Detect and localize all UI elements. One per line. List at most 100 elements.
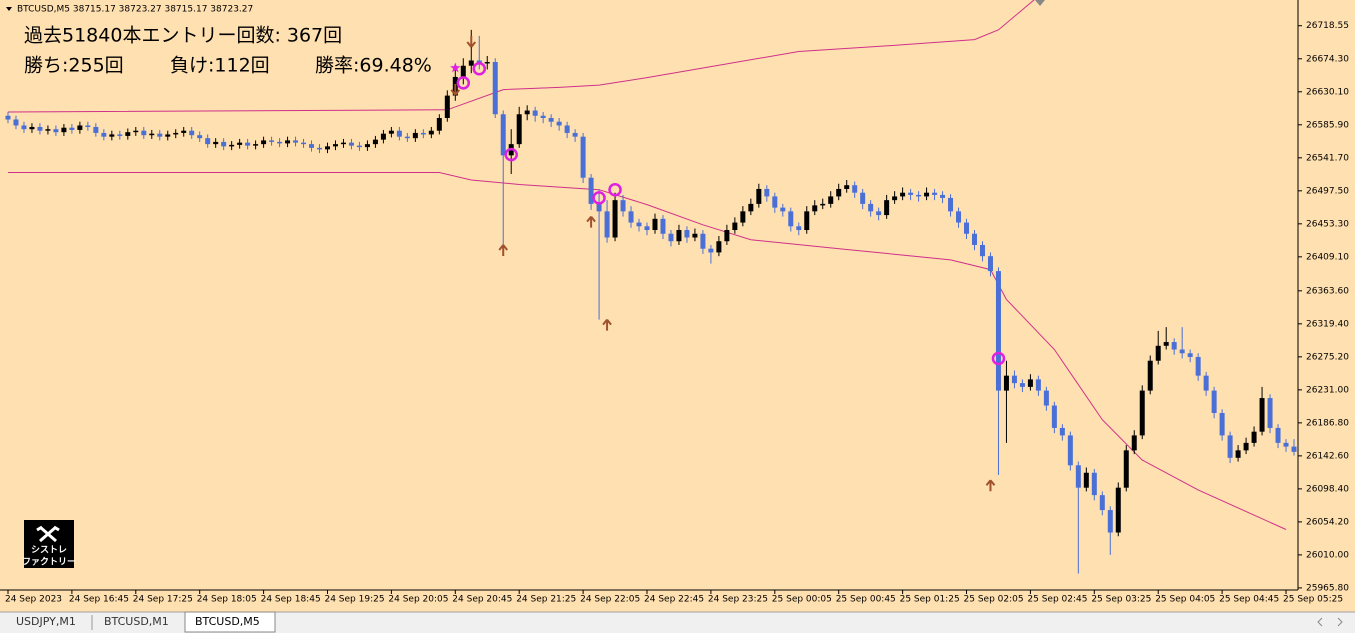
candle-body <box>277 141 283 144</box>
candle-body <box>1067 435 1073 466</box>
candle-body <box>1235 450 1241 458</box>
candle-body <box>1083 472 1089 488</box>
x-tick-label: 24 Sep 21:25 <box>516 595 576 605</box>
candle-body <box>676 230 682 242</box>
y-tick-label: 26186.80 <box>1306 418 1349 428</box>
candle-body <box>364 144 370 148</box>
candle-body <box>1091 472 1097 496</box>
x-tick-label: 25 Sep 02:05 <box>964 595 1024 605</box>
candle-body <box>612 200 618 238</box>
logo-icon <box>36 525 60 543</box>
candle-body <box>500 114 506 156</box>
y-tick-label: 26718.55 <box>1306 21 1349 31</box>
x-tick-label: 24 Sep 20:45 <box>452 595 512 605</box>
candle-body <box>1003 375 1009 391</box>
candle-body <box>756 188 762 204</box>
candle-body <box>261 140 267 145</box>
candle-body <box>628 211 634 223</box>
tab[interactable]: USDJPY,M1 <box>16 615 76 628</box>
candle-body <box>692 233 698 238</box>
candle-body <box>1147 360 1153 391</box>
signal-arrow <box>450 83 461 96</box>
candle-body <box>1171 342 1177 350</box>
candle-body <box>1019 383 1025 387</box>
signal-arrow <box>985 479 996 492</box>
candle-body <box>1027 379 1033 387</box>
candle-body <box>101 132 107 137</box>
active-tab[interactable] <box>184 611 276 633</box>
candle-body <box>1155 345 1161 361</box>
x-tick-label: 25 Sep 02:45 <box>1027 595 1087 605</box>
candle-body <box>979 244 985 257</box>
candle-body <box>708 248 714 253</box>
entry-marker <box>456 76 471 90</box>
candle-body <box>1059 427 1065 436</box>
candle-body <box>1211 390 1217 413</box>
candle-body <box>245 142 251 146</box>
candle-body <box>396 130 402 137</box>
candle-body <box>69 127 75 130</box>
candle-body <box>1163 342 1169 346</box>
candle-body <box>340 142 346 145</box>
candle-body <box>380 133 386 140</box>
candle-body <box>876 211 882 216</box>
candle-body <box>428 130 434 135</box>
candle-body <box>588 177 594 204</box>
candle-body <box>1267 398 1273 428</box>
candle-body <box>1219 413 1225 436</box>
y-tick-label: 26497.50 <box>1306 186 1349 196</box>
candle-body <box>700 233 706 249</box>
candle-body <box>716 241 722 253</box>
candle-body <box>412 132 418 139</box>
candle-body <box>908 192 914 195</box>
y-tick-label: 26054.20 <box>1306 517 1349 527</box>
candle-body <box>269 140 275 142</box>
x-tick-label: 25 Sep 00:05 <box>772 595 832 605</box>
candle-body <box>956 211 962 223</box>
candle-body <box>564 125 570 133</box>
candle-body <box>796 226 802 231</box>
tab-scroll[interactable] <box>1317 617 1343 627</box>
candle-body <box>516 114 522 145</box>
x-tick-label: 25 Sep 04:05 <box>1155 595 1215 605</box>
y-tick-label: 26363.60 <box>1306 286 1349 296</box>
candle-body <box>596 203 602 212</box>
candle-body <box>772 196 778 208</box>
candle-body <box>740 211 746 223</box>
candle-body <box>317 147 323 150</box>
y-tick-label: 26453.30 <box>1306 219 1349 229</box>
signal-arrow <box>586 215 596 228</box>
candle-body <box>580 136 586 178</box>
candle-body <box>724 230 730 242</box>
tab[interactable]: BTCUSD,M5 <box>195 615 260 628</box>
y-tick-label: 26231.00 <box>1306 385 1349 395</box>
candle-body <box>1011 375 1017 384</box>
candle-body <box>1291 446 1297 452</box>
candle-body <box>285 140 291 144</box>
candle-body <box>61 127 67 133</box>
y-tick-label: 26142.60 <box>1306 451 1349 461</box>
candle-body <box>964 222 970 234</box>
candle-body <box>532 110 538 116</box>
candle-body <box>524 110 530 115</box>
tab[interactable]: BTCUSD,M1 <box>104 615 169 628</box>
candle-body <box>213 141 219 145</box>
candle-body <box>197 135 203 139</box>
candle-body <box>229 144 235 147</box>
x-tick-label: 24 Sep 23:25 <box>708 595 768 605</box>
logo: シストレ ファクトリー <box>22 520 76 568</box>
tab-bar <box>0 612 1355 633</box>
candle-body <box>860 192 866 204</box>
y-tick-label: 26409.10 <box>1306 252 1349 262</box>
candle-body <box>940 194 946 198</box>
candle-body <box>812 205 818 212</box>
candle-body <box>788 211 794 227</box>
signal-arrow <box>498 244 509 256</box>
candle-body <box>1203 375 1209 391</box>
candle-body <box>189 130 195 136</box>
candle-body <box>844 185 850 189</box>
candle-body <box>21 125 27 130</box>
menu-triangle[interactable] <box>6 7 12 11</box>
candle-body <box>53 129 59 133</box>
candle-body <box>29 126 35 130</box>
